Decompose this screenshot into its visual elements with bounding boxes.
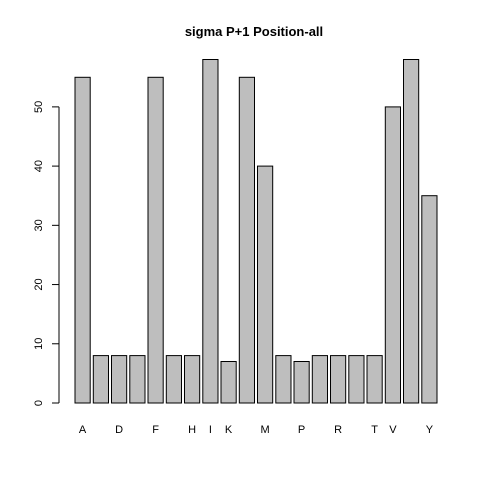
bar-N — [275, 355, 292, 404]
bar-K — [220, 361, 237, 404]
x-tick-label-I: I — [209, 424, 212, 436]
bar-M — [257, 165, 274, 404]
x-tick-label-P: P — [298, 424, 305, 436]
x-tick-label-F: F — [152, 424, 159, 436]
bar-Y — [421, 195, 438, 404]
chart-title: sigma P+1 Position-all — [185, 24, 323, 39]
bar-V — [384, 106, 401, 404]
bar-L — [238, 76, 256, 404]
x-tick-label-R: R — [334, 424, 342, 436]
bar-T — [366, 355, 383, 404]
x-tick-label-Y: Y — [426, 424, 434, 436]
x-tick-label-H: H — [188, 424, 196, 436]
bar-H — [184, 355, 201, 404]
bar-Q — [311, 355, 328, 404]
x-tick-label-A: A — [79, 424, 87, 436]
x-tick-label-M: M — [261, 424, 270, 436]
x-tick-label-V: V — [389, 424, 397, 436]
bar-P — [293, 361, 310, 404]
bar-F — [147, 76, 164, 404]
y-tick-label-0: 0 — [33, 400, 45, 406]
bar-W — [403, 59, 420, 404]
x-tick-label-T: T — [371, 424, 378, 436]
bar-R — [330, 355, 347, 404]
bars-group — [74, 59, 438, 404]
y-tick-label-40: 40 — [33, 160, 45, 172]
x-tick-label-K: K — [225, 424, 233, 436]
y-tick-label-20: 20 — [33, 278, 45, 290]
y-axis: 0 10 20 30 40 50 — [33, 101, 60, 406]
y-tick-label-30: 30 — [33, 219, 45, 231]
bar-I — [202, 59, 219, 404]
bar-C — [92, 355, 110, 404]
bar-S — [348, 355, 365, 404]
bar-D — [111, 355, 128, 404]
bar-A — [74, 76, 91, 404]
y-tick-label-50: 50 — [33, 101, 45, 113]
bar-E — [129, 355, 146, 404]
bar-G — [165, 355, 183, 404]
y-tick-label-10: 10 — [33, 338, 45, 350]
x-tick-label-D: D — [115, 424, 123, 436]
